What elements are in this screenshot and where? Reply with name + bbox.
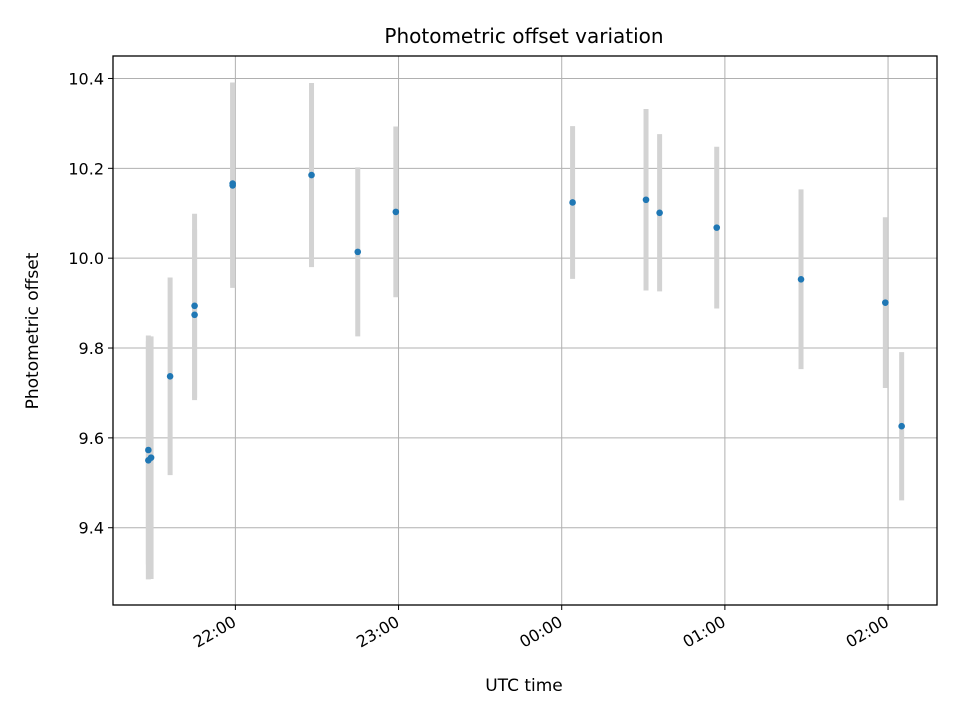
x-axis-ticks: 22:00 23:00 00:00 01:00 02:00 xyxy=(190,605,892,652)
data-point xyxy=(166,373,174,380)
chart-title: Photometric offset variation xyxy=(384,24,663,48)
plot-frame xyxy=(112,55,938,606)
grid-lines xyxy=(113,56,937,605)
y-tick-label: 9.6 xyxy=(79,429,104,448)
data-point xyxy=(797,275,805,283)
data-points xyxy=(145,171,905,464)
data-point xyxy=(392,208,400,216)
y-tick-label: 9.8 xyxy=(79,339,104,358)
x-tick-label: 00:00 xyxy=(516,612,565,652)
data-point xyxy=(145,446,152,454)
y-tick-label: 10.0 xyxy=(68,249,104,268)
data-point xyxy=(229,182,236,189)
y-tick-label: 10.2 xyxy=(68,159,104,178)
x-tick-label: 01:00 xyxy=(679,612,728,652)
x-tick-label: 02:00 xyxy=(843,612,892,652)
error-bars xyxy=(145,82,905,580)
data-point xyxy=(898,422,905,430)
data-point xyxy=(191,311,198,319)
data-point xyxy=(656,209,663,217)
data-point xyxy=(308,171,315,179)
data-point xyxy=(642,196,650,204)
data-point xyxy=(882,299,889,306)
y-axis-label: Photometric offset xyxy=(23,252,43,409)
data-point xyxy=(354,248,362,256)
data-point xyxy=(191,302,198,310)
data-point xyxy=(147,454,155,461)
y-tick-label: 9.4 xyxy=(79,519,104,538)
data-point xyxy=(569,199,576,206)
y-axis-ticks: 9.4 9.6 9.8 10.0 10.2 10.4 xyxy=(68,69,113,538)
x-tick-label: 22:00 xyxy=(190,612,239,652)
y-tick-label: 10.4 xyxy=(68,69,104,88)
x-axis-label: UTC time xyxy=(485,676,563,696)
x-tick-label: 23:00 xyxy=(353,612,402,652)
data-point xyxy=(713,224,721,231)
